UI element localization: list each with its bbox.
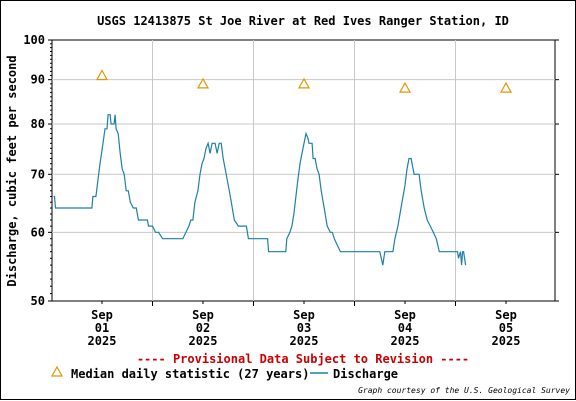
y-tick-label-70: 70 — [31, 167, 45, 181]
chart-title: USGS 12413875 St Joe River at Red Ives R… — [97, 14, 509, 28]
median-marker — [297, 77, 311, 89]
legend-discharge-label: Discharge — [333, 367, 398, 381]
x-tick-date: 04 — [398, 321, 412, 335]
x-tick-date: 03 — [297, 321, 311, 335]
x-tick-month: Sep — [495, 308, 517, 322]
plot-area — [51, 39, 556, 302]
discharge-line — [53, 114, 467, 266]
x-tick-date: 05 — [499, 321, 513, 335]
y-tick-label-50: 50 — [31, 294, 45, 308]
x-tick-year: 2025 — [189, 334, 218, 348]
plot-series — [53, 69, 513, 266]
median-marker — [398, 81, 412, 93]
y-tick-label-100: 100 — [23, 33, 45, 47]
x-tick-year: 2025 — [391, 334, 420, 348]
median-marker — [499, 81, 513, 93]
median-marker — [95, 69, 109, 81]
usgs-credit: Graph courtesy of the U.S. Geological Su… — [358, 386, 570, 395]
y-axis-ticks: 50 60 70 80 90 100 — [23, 33, 559, 308]
x-tick-month: Sep — [91, 308, 113, 322]
provisional-notice: ---- Provisional Data Subject to Revisio… — [137, 352, 469, 366]
x-axis-ticks: Sep012025Sep022025Sep032025Sep042025Sep0… — [88, 301, 521, 348]
x-tick-month: Sep — [293, 308, 315, 322]
x-tick-year: 2025 — [290, 334, 319, 348]
median-marker — [196, 77, 210, 89]
x-tick-month: Sep — [192, 308, 214, 322]
y-tick-label-80: 80 — [31, 117, 45, 131]
y-axis-label: Discharge, cubic feet per second — [5, 55, 19, 286]
x-tick-year: 2025 — [88, 334, 117, 348]
x-tick-month: Sep — [394, 308, 416, 322]
x-tick-date: 01 — [95, 321, 109, 335]
x-tick-year: 2025 — [492, 334, 521, 348]
grid-lines — [52, 40, 555, 301]
legend-median-label: Median daily statistic (27 years) — [71, 367, 309, 381]
x-tick-date: 02 — [196, 321, 210, 335]
legend: Median daily statistic (27 years) Dischar… — [50, 365, 398, 381]
y-tick-label-60: 60 — [31, 225, 45, 239]
y-tick-label-90: 90 — [31, 73, 45, 87]
legend-median-icon — [50, 365, 64, 377]
